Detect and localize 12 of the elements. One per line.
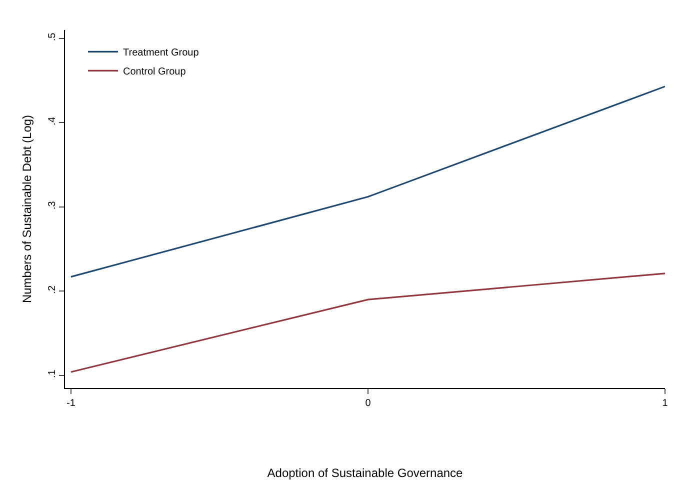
y-tick-label: .4 [47,116,58,126]
x-tick-label: 1 [662,398,668,409]
x-tick-label: -1 [66,398,76,409]
x-axis-title: Adoption of Sustainable Governance [267,466,464,480]
legend-label: Treatment Group [123,48,200,59]
x-tick-label: 0 [365,398,372,409]
y-tick-label: .2 [47,285,58,294]
y-tick-label: .5 [47,32,58,42]
legend-label: Control Group [123,66,186,78]
y-axis-title: Numbers of Sustainable Debt (Log) [20,114,34,304]
y-tick-label: .1 [47,369,58,378]
y-tick-label: .3 [47,200,58,210]
